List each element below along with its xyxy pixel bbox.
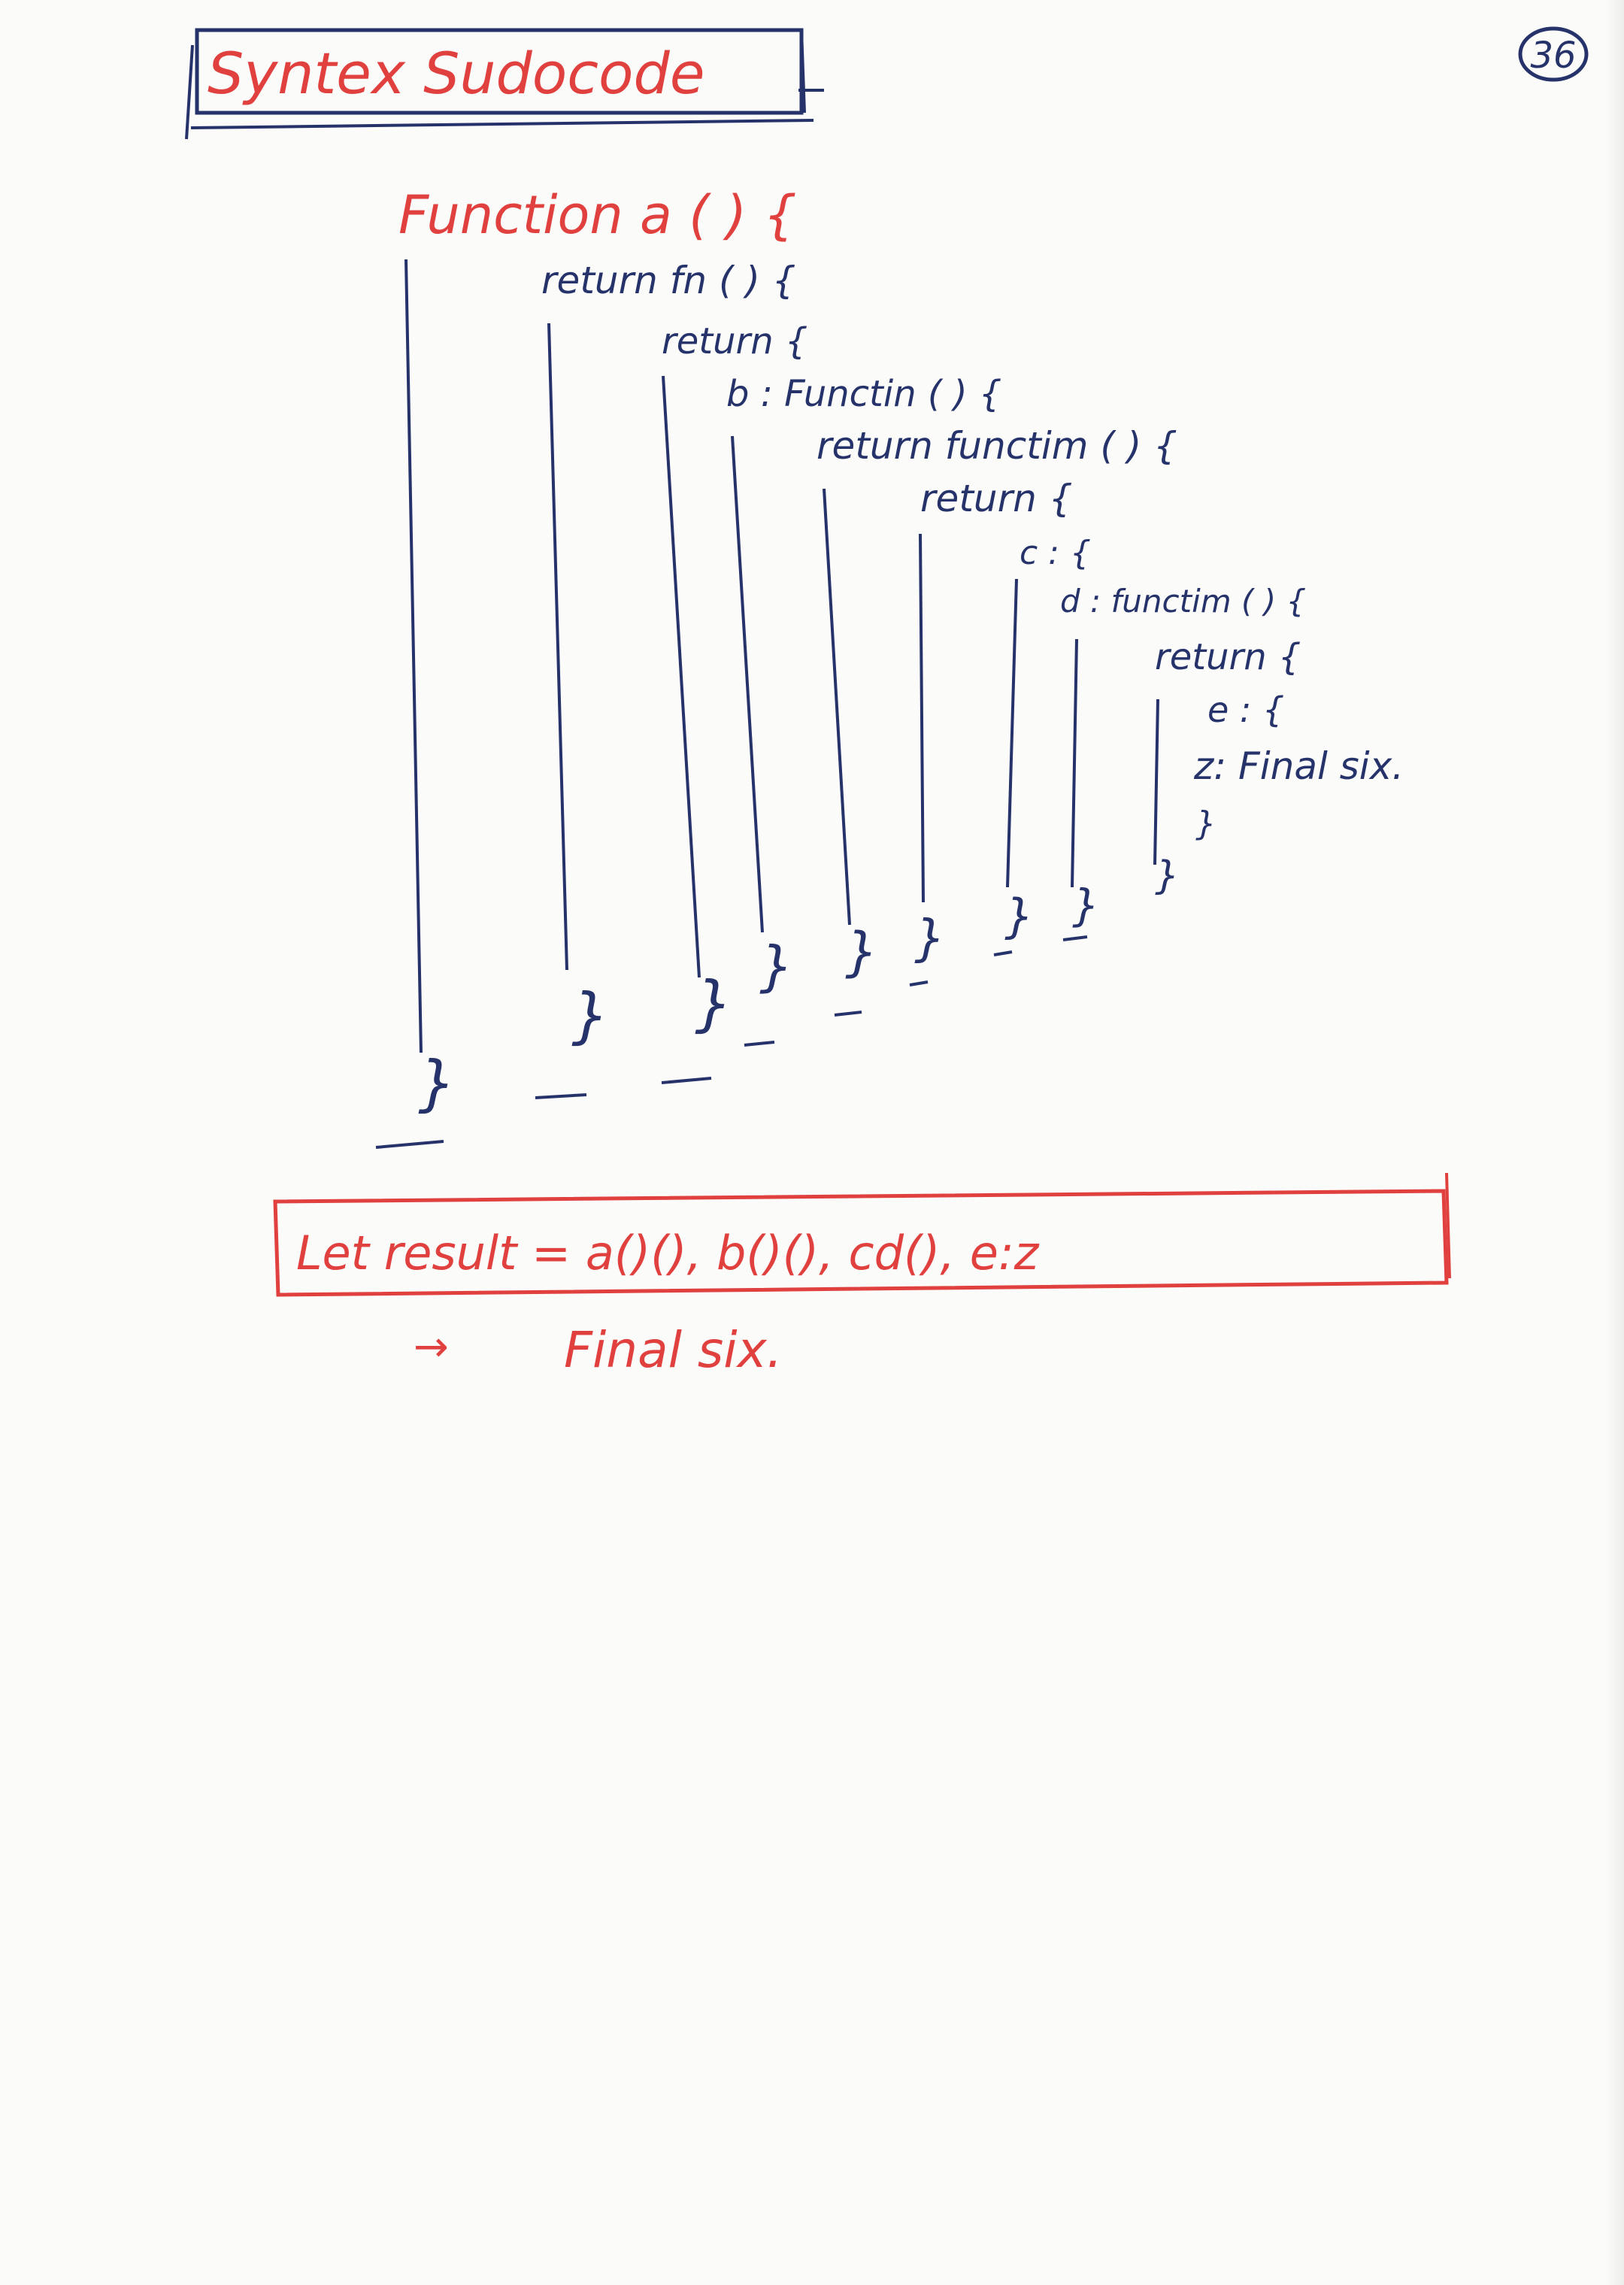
closing-brace: } — [759, 935, 794, 998]
scope-line — [404, 259, 423, 1053]
page-title: Syntex Sudocode — [208, 40, 705, 107]
closing-brace: } — [1195, 805, 1216, 843]
closing-brace: } — [571, 980, 610, 1050]
closing-brace: } — [418, 1048, 456, 1118]
closing-brace: } — [1155, 853, 1180, 899]
code-line: return fn ( ) { — [541, 259, 796, 302]
code-line: return { — [662, 320, 807, 362]
scope-line — [1006, 578, 1018, 888]
result-expression: Let result = a()(), b()(), cd(), e:z — [296, 1226, 1040, 1280]
output-line: → Final six. — [414, 1321, 783, 1379]
result-box: Let result = a()(), b()(), cd(), e:z — [273, 1172, 1451, 1297]
code-line: Function a ( ) { — [398, 184, 797, 246]
code-line: z: Final six. — [1193, 744, 1404, 788]
code-line: d : functim ( ) { — [1060, 583, 1306, 620]
code-line: c : { — [1020, 534, 1091, 572]
closing-brace: } — [1072, 880, 1100, 931]
arrow-icon: → — [414, 1323, 449, 1371]
scope-line — [919, 533, 925, 903]
scope-line — [662, 375, 701, 978]
output-text: Final six. — [564, 1321, 783, 1379]
code-line: b : Functin ( ) { — [726, 373, 1001, 415]
scope-line — [823, 488, 851, 926]
code-line: return { — [920, 477, 1073, 520]
page-edge — [1606, 0, 1624, 2285]
scope-lines — [404, 259, 1159, 1053]
code-line: return functim ( ) { — [817, 424, 1177, 468]
code-line: e : { — [1207, 689, 1284, 730]
closing-braces: } } } } } } } } } } — [375, 805, 1216, 1149]
page-number-text: 36 — [1530, 35, 1576, 77]
scope-line — [731, 435, 764, 933]
code-line: return { — [1155, 636, 1301, 678]
page-number: 36 — [1518, 26, 1589, 82]
code-block: Function a ( ) { return fn ( ) { return … — [398, 184, 1404, 788]
scope-line — [1071, 638, 1078, 888]
scope-line — [1153, 699, 1159, 865]
title-box: Syntex Sudocode — [185, 28, 824, 140]
closing-brace: } — [1004, 889, 1034, 944]
scope-line — [547, 323, 568, 971]
closing-brace: } — [914, 909, 946, 967]
closing-brace: } — [695, 968, 733, 1038]
closing-brace: } — [845, 921, 879, 983]
